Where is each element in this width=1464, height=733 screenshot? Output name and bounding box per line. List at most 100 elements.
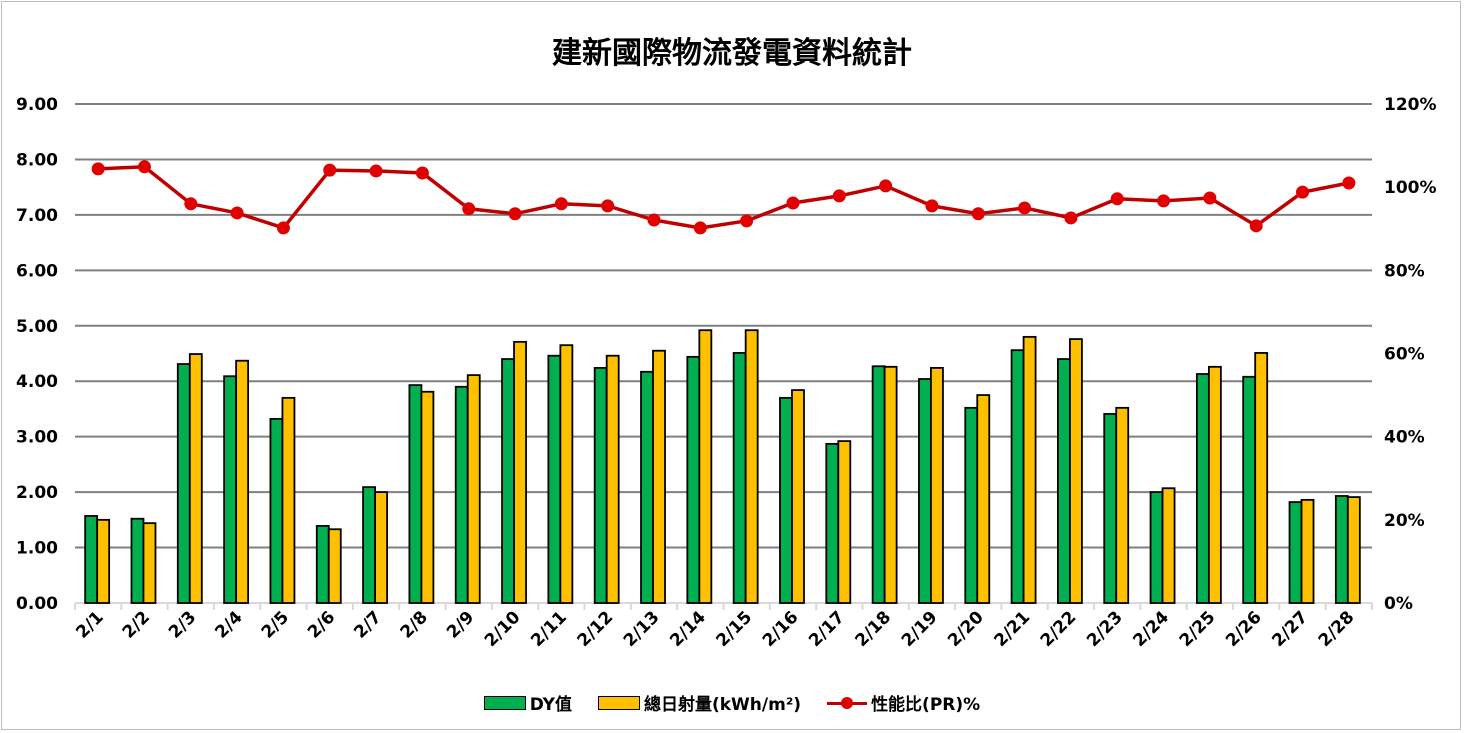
bar-dy: [176, 363, 191, 604]
pr-point: [137, 160, 151, 174]
pr-point: [832, 189, 846, 203]
bar-irradiance: [235, 359, 250, 604]
x-tick-label: 2/14: [666, 607, 710, 651]
y-left-tick-label: 2.00: [16, 483, 58, 503]
bar-dy: [130, 517, 145, 604]
bar-irradiance: [559, 344, 574, 604]
pr-point: [647, 213, 661, 227]
bar-irradiance: [976, 394, 991, 604]
pr-point: [740, 214, 754, 228]
legend-swatch-yellow: [597, 695, 640, 710]
bar-dy: [640, 370, 654, 604]
bar-dy: [223, 375, 238, 604]
x-tick-label: 2/6: [304, 607, 339, 642]
bar-dy: [1195, 373, 1210, 604]
pr-line: [98, 165, 1350, 230]
bar-irradiance: [837, 440, 852, 604]
bar-dy: [1242, 375, 1257, 604]
x-tick-label: 2/10: [481, 607, 525, 651]
bar-irradiance: [466, 374, 481, 604]
y-right-tick-label: 120%: [1384, 95, 1437, 115]
bar-dy: [362, 486, 376, 604]
pr-point: [925, 199, 939, 213]
x-tick-label: 2/23: [1083, 607, 1127, 651]
bar-irradiance: [188, 353, 203, 604]
x-tick-label: 2/18: [852, 607, 896, 651]
pr-point: [1018, 201, 1032, 215]
bar-irradiance: [420, 390, 435, 604]
bar-irradiance: [327, 528, 342, 604]
x-tick-label: 2/22: [1037, 607, 1081, 651]
bar-dy: [1334, 495, 1349, 604]
bar-irradiance: [930, 367, 944, 604]
x-tick-label: 2/4: [211, 607, 246, 642]
bar-dy: [732, 352, 747, 604]
y-right-tick-label: 0%: [1384, 594, 1413, 614]
y-left-tick-label: 0.00: [16, 594, 58, 614]
bar-irradiance: [96, 518, 111, 604]
x-tick-label: 2/2: [119, 607, 154, 642]
pr-point: [230, 206, 244, 220]
x-tick-label: 2/24: [1129, 607, 1173, 651]
x-tick-label: 2/7: [350, 607, 385, 642]
pr-point: [1110, 192, 1124, 206]
y-left-tick-label: 6.00: [16, 261, 58, 281]
x-tick-label: 2/17: [805, 607, 849, 651]
bar-dy: [1103, 413, 1118, 604]
bar-irradiance: [281, 396, 296, 604]
pr-point: [91, 162, 105, 176]
bar-dy: [686, 355, 701, 604]
bar-dy: [547, 354, 562, 604]
y-left-tick-label: 7.00: [16, 206, 58, 226]
bar-irradiance: [1207, 365, 1222, 604]
pr-point: [1249, 219, 1263, 233]
x-tick-label: 2/19: [898, 607, 942, 651]
bar-dy: [1288, 501, 1303, 604]
x-tick-label: 2/8: [397, 607, 432, 642]
pr-point: [1296, 185, 1310, 199]
x-tick-label: 2/27: [1268, 607, 1312, 651]
pr-point: [1342, 176, 1356, 190]
pr-point: [1064, 211, 1078, 225]
bar-dy: [269, 418, 284, 604]
bar-irradiance: [791, 389, 805, 604]
legend-item-pr: 性能比(PR)%: [827, 690, 980, 715]
bar-dy: [918, 378, 932, 604]
x-tick-label: 2/21: [990, 607, 1034, 651]
bar-dy: [593, 367, 608, 604]
y-right-tick-label: 20%: [1384, 511, 1425, 531]
bar-irradiance: [1022, 335, 1037, 604]
x-tick-label: 2/13: [620, 607, 664, 651]
pr-point: [415, 166, 429, 180]
x-tick-label: 2/16: [759, 607, 803, 651]
bar-dy: [454, 385, 469, 604]
bar-irradiance: [1069, 338, 1083, 604]
x-tick-label: 2/11: [527, 607, 571, 651]
chart-title: 建新國際物流發電資料統計: [552, 36, 912, 71]
y-right-tick-label: 100%: [1384, 178, 1437, 198]
bar-dy: [84, 515, 99, 604]
legend-label: 性能比(PR)%: [871, 695, 981, 715]
x-tick-label: 2/25: [1176, 607, 1220, 651]
x-tick-label: 2/26: [1222, 607, 1266, 651]
x-tick-label: 2/5: [258, 607, 293, 642]
pr-point: [554, 197, 568, 211]
bar-irradiance: [744, 329, 759, 604]
pr-point: [693, 221, 707, 235]
pr-point: [1157, 194, 1171, 208]
y-right-tick-label: 80%: [1384, 261, 1425, 281]
bar-dy: [1149, 491, 1164, 604]
bar-dy: [315, 525, 330, 604]
x-tick-label: 2/12: [574, 607, 618, 651]
pr-point: [462, 202, 476, 216]
y-left-tick-label: 1.00: [16, 539, 58, 559]
x-tick-label: 2/28: [1315, 607, 1359, 651]
y-left-tick-label: 5.00: [16, 317, 58, 337]
pr-point: [369, 164, 383, 178]
bar-dy: [964, 406, 979, 604]
bar-irradiance: [698, 329, 713, 604]
bar-irradiance: [605, 354, 620, 604]
legend-line-marker-icon: [827, 696, 868, 709]
